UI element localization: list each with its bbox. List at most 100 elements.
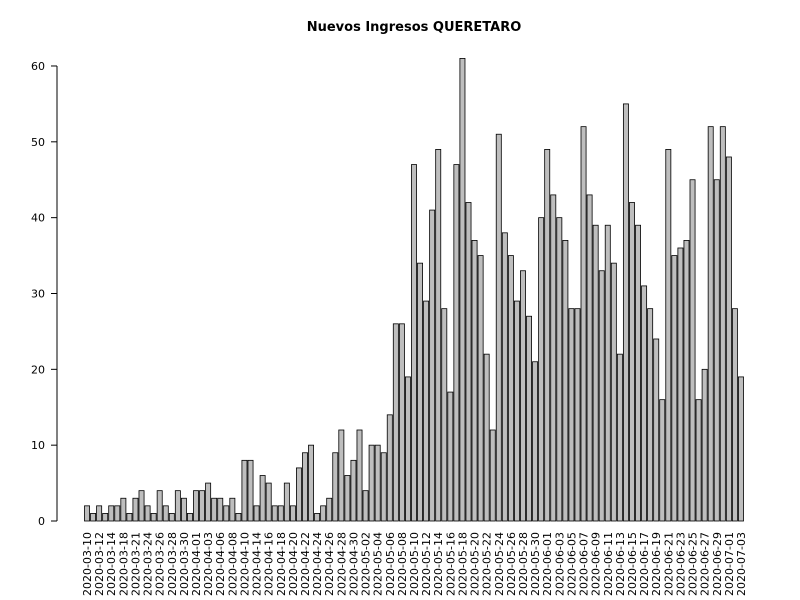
bar [344, 475, 351, 522]
bar [411, 164, 417, 522]
bar [622, 103, 629, 522]
bar [338, 429, 345, 522]
bar [193, 490, 199, 522]
bar [665, 149, 672, 522]
x-tick-label: 2020-06-27 [699, 532, 712, 596]
bar [205, 482, 212, 522]
x-tick-label: 2020-06-05 [565, 532, 578, 596]
x-tick-label: 2020-06-17 [638, 532, 651, 596]
bar [332, 452, 339, 522]
y-tick-label: 30 [31, 287, 45, 300]
bar [283, 482, 290, 522]
x-tick-label: 2020-05-14 [432, 532, 445, 596]
x-tick-label: 2020-04-14 [251, 532, 264, 596]
x-tick-label: 2020-05-12 [420, 532, 433, 596]
bar [96, 505, 103, 522]
bar [392, 323, 399, 522]
bar [719, 126, 726, 522]
x-tick-label: 2020-04-30 [347, 532, 360, 596]
bar [574, 308, 581, 522]
bar [217, 497, 224, 522]
bar [471, 240, 478, 522]
x-tick-label: 2020-03-30 [178, 532, 191, 596]
x-tick-label: 2020-04-22 [299, 532, 312, 596]
bar [556, 217, 563, 522]
x-tick-label: 2020-07-03 [735, 532, 748, 596]
x-tick-label: 2020-06-29 [711, 532, 724, 596]
x-tick-label: 2020-05-10 [408, 532, 421, 596]
x-tick-label: 2020-06-03 [553, 532, 566, 596]
bar [465, 202, 472, 522]
y-tick-label: 0 [38, 515, 45, 528]
y-tick-label: 10 [31, 439, 45, 452]
bar [398, 323, 405, 522]
bar [495, 133, 502, 522]
x-tick-label: 2020-03-14 [105, 532, 118, 596]
bar [362, 490, 369, 522]
bar [326, 497, 333, 522]
bar [417, 262, 423, 522]
bar [538, 217, 545, 522]
bar [520, 270, 526, 522]
bar [211, 497, 218, 522]
bar [604, 224, 611, 522]
x-tick-label: 2020-06-01 [541, 532, 554, 596]
x-tick-label: 2020-05-26 [505, 532, 518, 596]
bar [120, 497, 127, 522]
bar [526, 315, 532, 522]
bar [314, 513, 321, 522]
bar [199, 490, 206, 522]
x-tick-label: 2020-05-06 [384, 532, 397, 596]
bar [586, 194, 593, 522]
bar [126, 513, 133, 522]
x-tick-label: 2020-07-01 [723, 532, 736, 596]
x-tick-label: 2020-06-13 [614, 532, 627, 596]
x-tick-label: 2020-04-26 [323, 532, 336, 596]
x-tick-label: 2020-03-24 [142, 532, 155, 596]
bar [447, 391, 454, 522]
bar [459, 58, 466, 522]
y-tick-label: 60 [31, 60, 45, 73]
x-tick-label: 2020-05-16 [444, 532, 457, 596]
bar [659, 399, 666, 522]
bar [271, 505, 278, 522]
y-tick-label: 40 [31, 212, 45, 225]
x-tick-label: 2020-05-22 [481, 532, 494, 596]
x-tick-label: 2020-04-20 [287, 532, 300, 596]
bar [707, 126, 714, 522]
bar [513, 300, 520, 522]
x-tick-label: 2020-05-24 [493, 532, 506, 596]
bar [423, 300, 430, 522]
bar [350, 459, 357, 522]
x-tick-label: 2020-04-01 [190, 532, 203, 596]
x-tick-label: 2020-03-12 [93, 532, 106, 596]
x-tick-label: 2020-06-19 [650, 532, 663, 596]
bar [483, 353, 490, 522]
bar [544, 149, 551, 522]
bar [374, 444, 381, 522]
bar [386, 414, 393, 522]
x-tick-label: 2020-04-03 [202, 532, 215, 596]
bar [247, 459, 254, 522]
bar [265, 482, 272, 522]
bar [647, 308, 654, 522]
bar [150, 513, 157, 522]
bar [138, 490, 145, 522]
x-tick-label: 2020-05-02 [360, 532, 373, 596]
bar [629, 202, 635, 522]
bar [162, 505, 169, 522]
bar [308, 444, 315, 522]
x-tick-label: 2020-06-11 [602, 532, 615, 596]
bar [168, 513, 175, 522]
bar [689, 179, 696, 522]
bar [223, 505, 230, 522]
x-tick-label: 2020-06-25 [687, 532, 700, 596]
bar [738, 376, 744, 522]
bar [144, 505, 151, 522]
bar [259, 475, 266, 522]
bar [114, 505, 121, 522]
bar [725, 156, 732, 522]
bar [592, 224, 599, 522]
bar [598, 270, 605, 522]
